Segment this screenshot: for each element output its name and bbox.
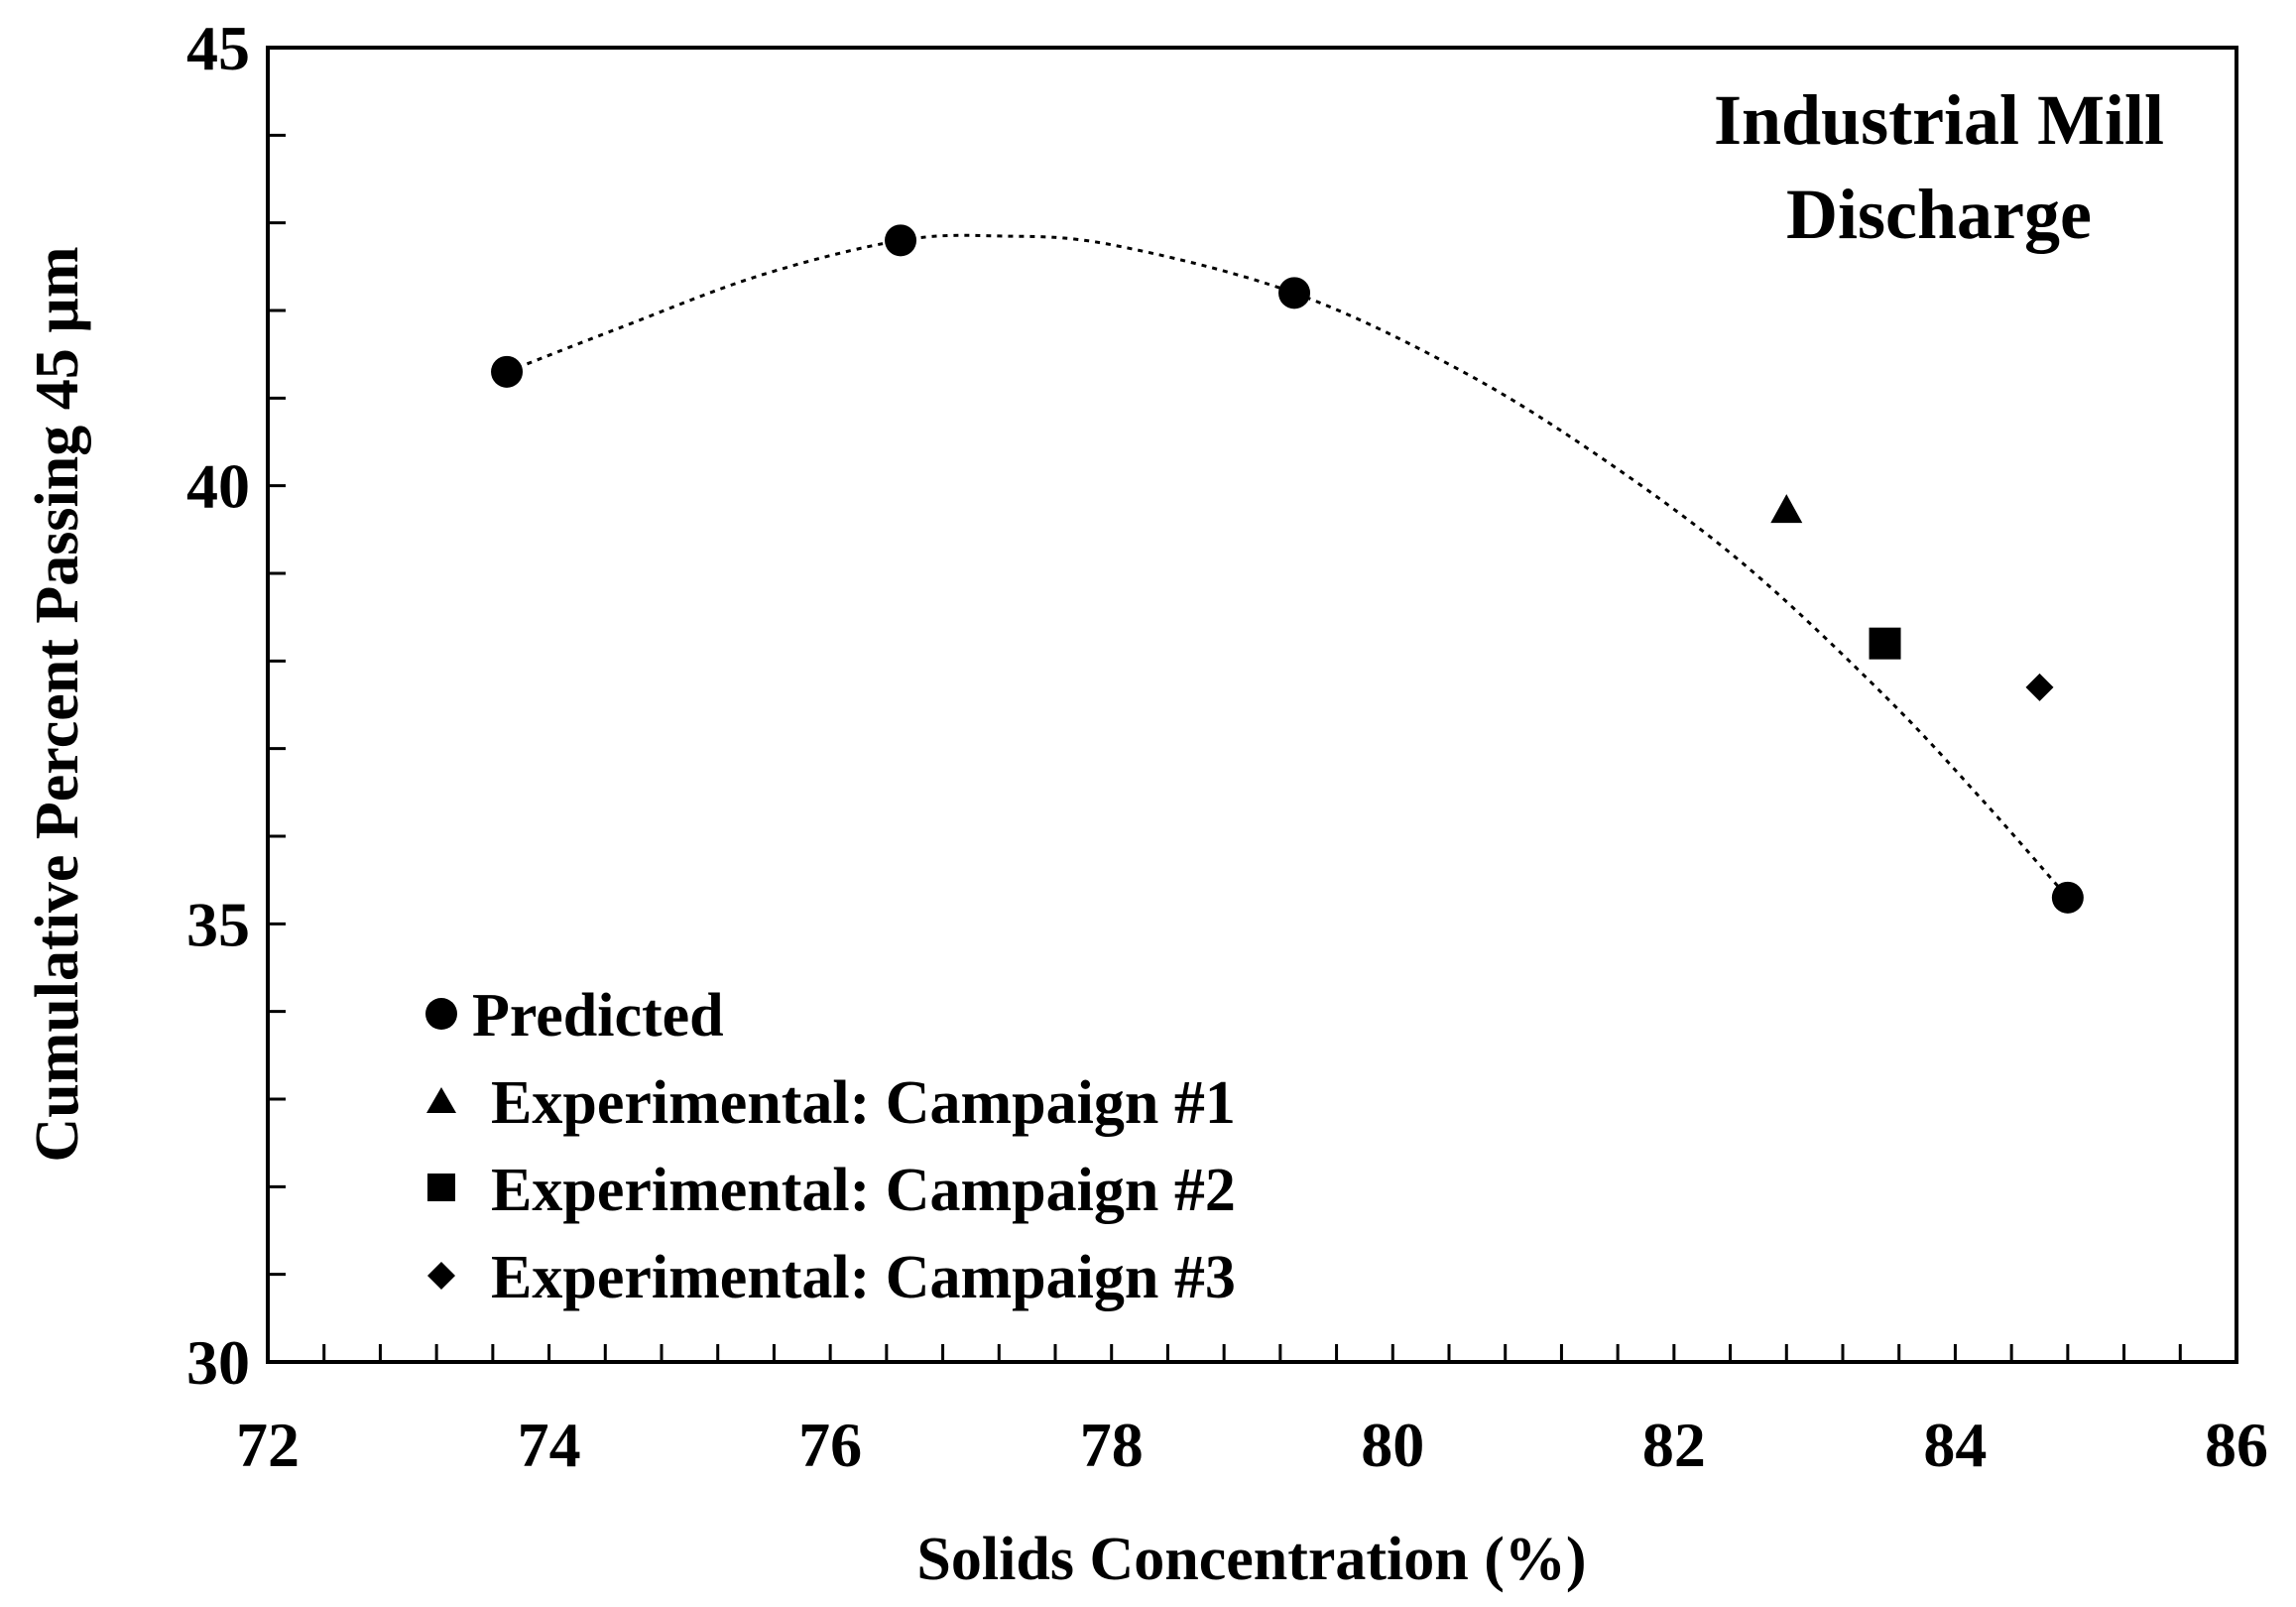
legend-item-campaign-2: Experimental: Campaign #2 [427, 1157, 1236, 1224]
legend-label-campaign-3: Experimental: Campaign #3 [491, 1244, 1236, 1311]
legend-triangle-marker [426, 1087, 456, 1113]
x-tick-label: 72 [236, 1410, 300, 1480]
y-tick-label: 35 [186, 889, 250, 959]
legend-circle-marker [425, 998, 457, 1030]
legend-label-predicted: Predicted [472, 982, 724, 1050]
data-markers [491, 224, 2084, 914]
y-axis-title: Cumulative Percent Passing 45 µm [24, 246, 91, 1162]
legend-item-campaign-1: Experimental: Campaign #1 [426, 1069, 1236, 1137]
predicted-point [2051, 881, 2084, 914]
y-tick-label: 40 [186, 451, 250, 522]
x-tick-label: 84 [1923, 1410, 1987, 1480]
legend-diamond-marker [427, 1262, 455, 1290]
campaign-3-point [2025, 673, 2054, 701]
minor-ticks [268, 133, 2182, 1362]
x-tick-label: 82 [1642, 1410, 1706, 1480]
annotation-line-1: Industrial Mill [1714, 80, 2164, 160]
plot-area [266, 46, 2238, 1364]
x-tick-label: 86 [2205, 1410, 2268, 1480]
campaign-1-point [1770, 494, 1803, 524]
legend-label-campaign-2: Experimental: Campaign #2 [491, 1157, 1236, 1224]
legend-item-predicted: Predicted [425, 982, 724, 1050]
x-axis-title: Solids Concentration (%) [916, 1526, 1586, 1593]
x-tick-label: 78 [1080, 1410, 1144, 1480]
campaign-2-point [1869, 627, 1901, 660]
x-tick-label: 80 [1361, 1410, 1424, 1480]
legend-label-campaign-1: Experimental: Campaign #1 [491, 1069, 1236, 1137]
legend-square-marker [427, 1174, 455, 1201]
legend-item-campaign-3: Experimental: Campaign #3 [427, 1244, 1236, 1311]
y-tick-label: 45 [186, 13, 250, 83]
legend: Predicted Experimental: Campaign #1 Expe… [425, 982, 1236, 1311]
predicted-point [1278, 277, 1311, 309]
predicted-point [491, 355, 524, 388]
x-tick-label: 74 [518, 1410, 581, 1480]
x-tick-label: 76 [798, 1410, 862, 1480]
tick-labels: 72 74 76 78 80 82 84 86 30 35 40 45 [186, 13, 2268, 1480]
predicted-point [885, 224, 917, 257]
y-tick-label: 30 [186, 1327, 250, 1398]
annotation-line-2: Discharge [1786, 175, 2092, 254]
